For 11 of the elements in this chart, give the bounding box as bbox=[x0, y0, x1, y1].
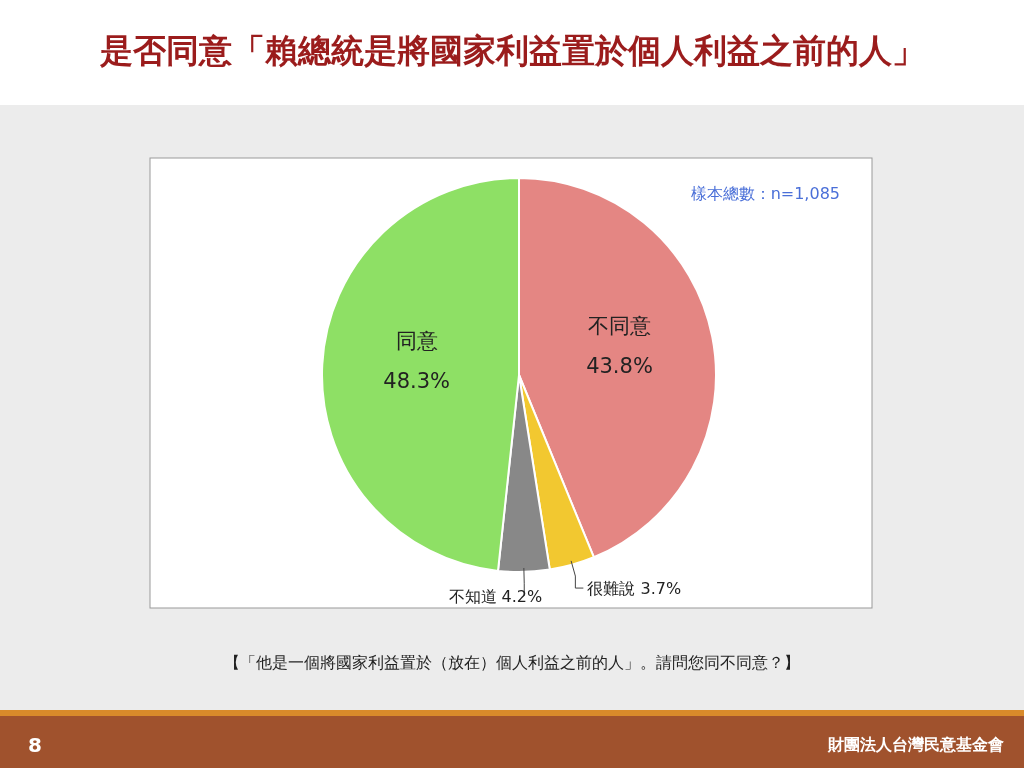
data-label: 48.3% bbox=[383, 368, 451, 393]
slice-label: 不同意 bbox=[588, 314, 651, 339]
chart-title: 是否同意「賴總統是將國家利益置於個人利益之前的人」 bbox=[98, 31, 925, 70]
text: 8 bbox=[28, 733, 42, 757]
data-label: 43.8% bbox=[586, 354, 653, 379]
text: 財團法人台灣民意基金會 bbox=[827, 735, 1004, 754]
text: 【「他是一個將國家利益置於（放在）個人利益之前的人」。請問您同不同意？】 bbox=[224, 653, 800, 672]
slice-label: 同意 bbox=[395, 328, 438, 353]
slice-label: 很難說 3.7% bbox=[587, 579, 682, 599]
slice-label: 不知道 4.2% bbox=[448, 586, 543, 606]
text: 樣本總數：n=1,085 bbox=[690, 184, 840, 203]
